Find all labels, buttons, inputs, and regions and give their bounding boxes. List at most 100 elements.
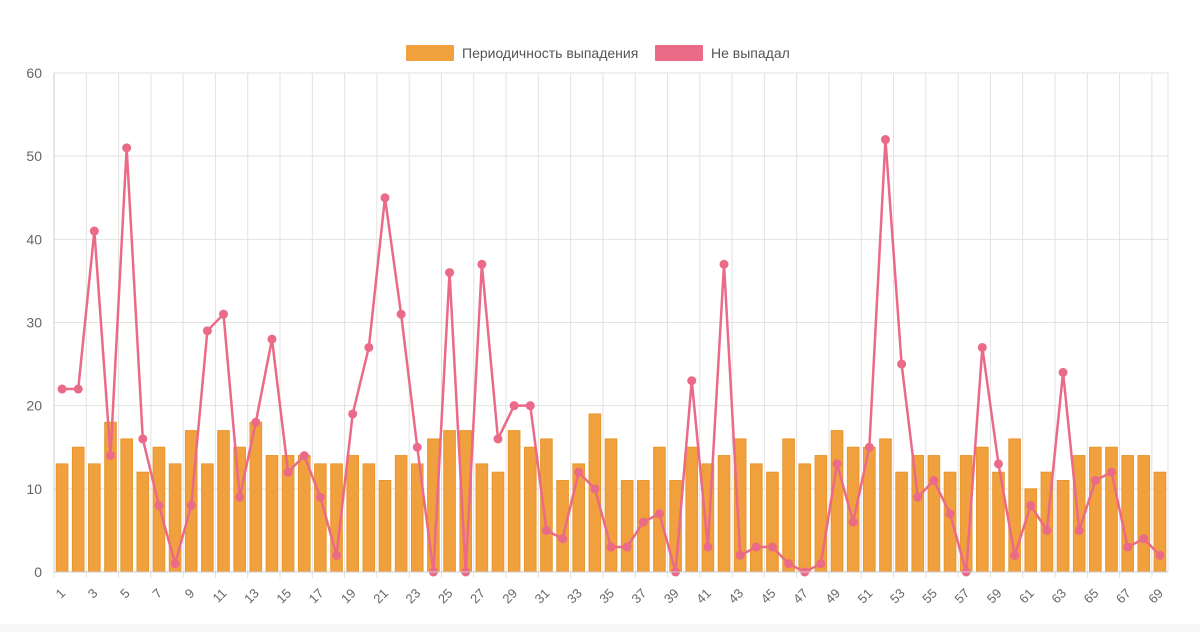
bar[interactable] [233, 446, 246, 573]
line-point[interactable] [396, 309, 406, 319]
bar[interactable] [766, 471, 779, 573]
line-point[interactable] [606, 542, 616, 552]
line-point[interactable] [315, 492, 325, 502]
line-point[interactable] [751, 542, 761, 552]
line-point[interactable] [703, 542, 713, 552]
bar[interactable] [201, 463, 214, 573]
line-point[interactable] [1074, 525, 1084, 535]
line-point[interactable] [735, 550, 745, 560]
bar[interactable] [717, 455, 731, 573]
line-point[interactable] [267, 334, 277, 344]
line-point[interactable] [1058, 367, 1068, 377]
bar[interactable] [523, 446, 537, 573]
line-point[interactable] [929, 476, 939, 486]
line-point[interactable] [186, 500, 196, 510]
line-point[interactable] [574, 467, 584, 477]
line-point[interactable] [848, 517, 858, 527]
line-point[interactable] [945, 509, 955, 519]
bar[interactable] [879, 438, 892, 573]
bar[interactable] [362, 463, 376, 573]
bar[interactable] [1137, 455, 1151, 573]
bar[interactable] [1105, 446, 1118, 573]
line-point[interactable] [509, 401, 519, 411]
line-point[interactable] [1155, 550, 1165, 560]
bar[interactable] [475, 463, 489, 573]
bar[interactable] [1089, 446, 1102, 573]
line-point[interactable] [106, 451, 116, 461]
bar[interactable] [443, 430, 456, 573]
line-point[interactable] [880, 135, 890, 145]
bar[interactable] [71, 446, 85, 573]
line-point[interactable] [138, 434, 148, 444]
line-point[interactable] [73, 384, 83, 394]
line-point[interactable] [864, 442, 874, 452]
bar[interactable] [378, 480, 392, 573]
line-point[interactable] [154, 500, 164, 510]
line-point[interactable] [1106, 467, 1116, 477]
line-point[interactable] [364, 342, 374, 352]
line-point[interactable] [767, 542, 777, 552]
line-point[interactable] [89, 226, 99, 236]
bar[interactable] [782, 438, 795, 573]
line-point[interactable] [719, 259, 729, 269]
line-point[interactable] [1026, 500, 1036, 510]
bar[interactable] [55, 463, 69, 573]
line-point[interactable] [977, 342, 987, 352]
line-point[interactable] [380, 193, 390, 203]
line-point[interactable] [993, 459, 1003, 469]
bar[interactable] [1056, 480, 1070, 573]
line-point[interactable] [654, 509, 664, 519]
line-point[interactable] [332, 550, 342, 560]
bar[interactable] [895, 471, 908, 573]
bar[interactable] [927, 455, 941, 573]
line-point[interactable] [1042, 525, 1052, 535]
line-point[interactable] [445, 268, 455, 278]
line-point[interactable] [816, 559, 826, 569]
bar[interactable] [604, 438, 618, 573]
line-point[interactable] [170, 559, 180, 569]
bar[interactable] [685, 446, 699, 573]
bar[interactable] [749, 463, 763, 573]
bar[interactable] [346, 455, 359, 573]
bar[interactable] [491, 471, 505, 573]
legend-item-line[interactable]: Не выпадал [655, 45, 790, 61]
bar[interactable] [265, 455, 279, 573]
legend-item-bars[interactable]: Периодичность выпадения [406, 45, 638, 61]
bar[interactable] [120, 438, 133, 573]
bar[interactable] [297, 455, 311, 573]
line-point[interactable] [525, 401, 535, 411]
bar[interactable] [136, 471, 150, 573]
line-point[interactable] [348, 409, 358, 419]
line-point[interactable] [251, 417, 261, 427]
bar[interactable] [830, 430, 844, 573]
line-point[interactable] [283, 467, 293, 477]
bar[interactable] [572, 463, 586, 573]
bar[interactable] [314, 463, 327, 573]
line-point[interactable] [913, 492, 923, 502]
line-point[interactable] [541, 525, 551, 535]
bar[interactable] [168, 463, 182, 573]
line-point[interactable] [219, 309, 229, 319]
line-point[interactable] [1010, 550, 1020, 560]
bar[interactable] [814, 455, 828, 573]
bar[interactable] [394, 455, 408, 573]
line-point[interactable] [638, 517, 648, 527]
bar[interactable] [798, 463, 812, 573]
line-point[interactable] [1123, 542, 1133, 552]
line-point[interactable] [412, 442, 422, 452]
bar[interactable] [217, 430, 230, 573]
line-point[interactable] [57, 384, 67, 394]
bar[interactable] [976, 446, 989, 573]
line-point[interactable] [1139, 534, 1149, 544]
line-point[interactable] [1090, 476, 1100, 486]
line-point[interactable] [897, 359, 907, 369]
line-point[interactable] [493, 434, 503, 444]
line-point[interactable] [235, 492, 245, 502]
line-point[interactable] [299, 451, 309, 461]
line-point[interactable] [622, 542, 632, 552]
line-point[interactable] [122, 143, 132, 153]
line-point[interactable] [202, 326, 212, 336]
line-point[interactable] [832, 459, 842, 469]
line-point[interactable] [784, 559, 794, 569]
line-point[interactable] [687, 376, 697, 386]
